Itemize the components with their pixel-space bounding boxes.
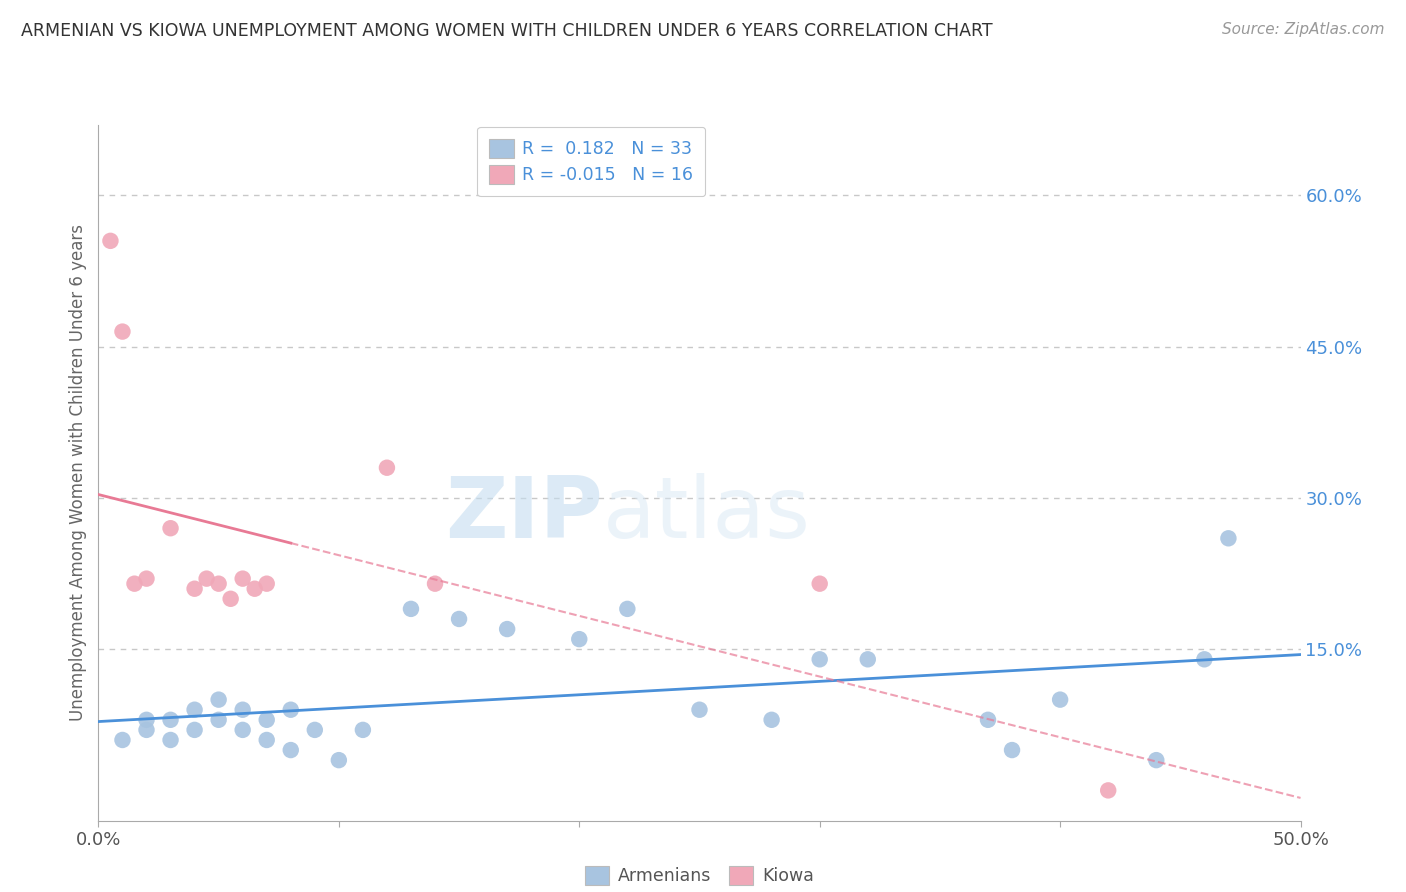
Text: ZIP: ZIP bbox=[446, 473, 603, 556]
Text: atlas: atlas bbox=[603, 473, 811, 556]
Point bbox=[208, 576, 231, 591]
Point bbox=[208, 692, 231, 706]
Point bbox=[124, 576, 146, 591]
Point bbox=[1194, 652, 1216, 666]
Point bbox=[183, 582, 205, 596]
Point bbox=[135, 723, 157, 737]
Point bbox=[111, 733, 134, 747]
Point bbox=[195, 572, 218, 586]
Y-axis label: Unemployment Among Women with Children Under 6 years: Unemployment Among Women with Children U… bbox=[69, 224, 87, 722]
Point bbox=[183, 703, 205, 717]
Point bbox=[100, 234, 122, 248]
Legend: Armenians, Kiowa: Armenians, Kiowa bbox=[578, 859, 821, 892]
Text: ARMENIAN VS KIOWA UNEMPLOYMENT AMONG WOMEN WITH CHILDREN UNDER 6 YEARS CORRELATI: ARMENIAN VS KIOWA UNEMPLOYMENT AMONG WOM… bbox=[21, 22, 993, 40]
Text: Source: ZipAtlas.com: Source: ZipAtlas.com bbox=[1222, 22, 1385, 37]
Point bbox=[1049, 692, 1071, 706]
Point bbox=[159, 521, 181, 535]
Point bbox=[1218, 531, 1240, 545]
Point bbox=[243, 582, 266, 596]
Point bbox=[568, 632, 591, 647]
Point bbox=[808, 576, 831, 591]
Point bbox=[256, 576, 278, 591]
Point bbox=[232, 572, 254, 586]
Point bbox=[208, 713, 231, 727]
Point bbox=[761, 713, 783, 727]
Point bbox=[256, 733, 278, 747]
Point bbox=[1144, 753, 1167, 767]
Point bbox=[183, 723, 205, 737]
Point bbox=[159, 733, 181, 747]
Point bbox=[232, 703, 254, 717]
Point bbox=[856, 652, 879, 666]
Point bbox=[135, 713, 157, 727]
Point bbox=[159, 713, 181, 727]
Point bbox=[280, 743, 302, 757]
Point bbox=[328, 753, 350, 767]
Point bbox=[232, 723, 254, 737]
Point bbox=[423, 576, 446, 591]
Point bbox=[111, 325, 134, 339]
Point bbox=[135, 572, 157, 586]
Point bbox=[1001, 743, 1024, 757]
Point bbox=[447, 612, 470, 626]
Point bbox=[496, 622, 519, 636]
Point bbox=[616, 602, 638, 616]
Point bbox=[256, 713, 278, 727]
Point bbox=[808, 652, 831, 666]
Point bbox=[304, 723, 326, 737]
Point bbox=[399, 602, 422, 616]
Point bbox=[977, 713, 1000, 727]
Point bbox=[375, 460, 398, 475]
Point bbox=[1097, 783, 1119, 797]
Point bbox=[689, 703, 711, 717]
Point bbox=[352, 723, 374, 737]
Point bbox=[280, 703, 302, 717]
Point bbox=[219, 591, 242, 606]
